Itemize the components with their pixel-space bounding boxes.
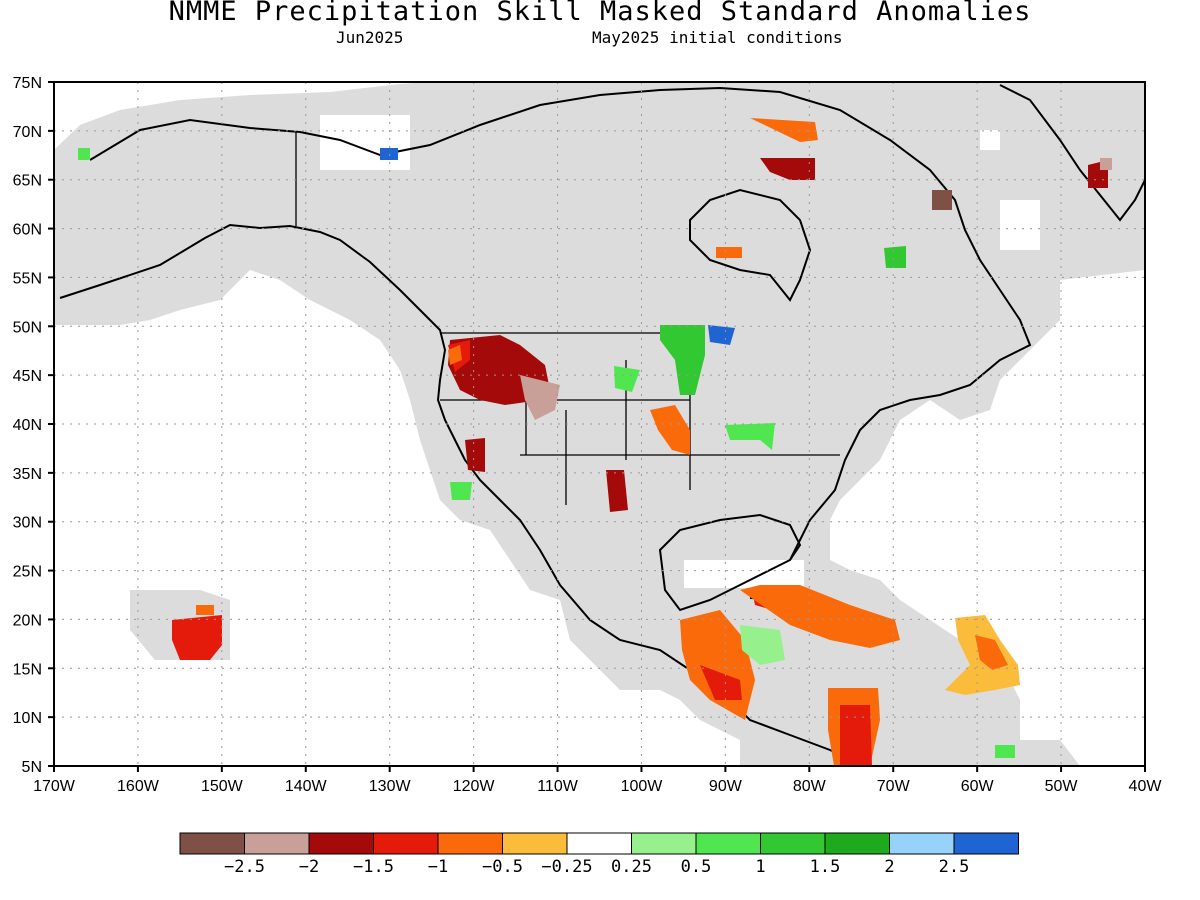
map-area	[53, 81, 1146, 767]
patch-orinoco-green	[995, 745, 1015, 758]
colorbar-swatch	[437, 832, 503, 855]
lon-tick-label: 70W	[877, 778, 911, 795]
coastlines	[59, 84, 1146, 761]
hudson-bay	[689, 188, 812, 302]
colorbar-label: −1	[428, 857, 448, 877]
patch-labrador-brown	[932, 190, 952, 210]
colorbar-swatch	[244, 832, 310, 855]
patch-idaho-brown	[520, 375, 560, 420]
patch-lake-superior-blue	[708, 325, 735, 345]
colorbar-label: 1.5	[810, 857, 841, 877]
colorbar-label: 2.5	[939, 857, 970, 877]
colorbar-swatch	[308, 832, 374, 855]
patch-alaska-green	[78, 148, 90, 160]
patch-dakotas-green	[614, 366, 640, 392]
patch-ohio-valley-green	[725, 423, 775, 450]
colorbar-swatch	[373, 832, 439, 855]
lon-tick-label: 80W	[793, 778, 827, 795]
lat-tick-label: 30N	[13, 515, 42, 532]
patch-baja-green	[450, 482, 472, 500]
greenland-mask	[990, 82, 1145, 230]
colorbar-swatch	[889, 832, 955, 855]
colorbar-label: −0.25	[541, 857, 592, 877]
colorbar-swatch	[760, 832, 826, 855]
initial-conditions: May2025 initial conditions	[592, 28, 843, 47]
unmasked-gaps	[54, 82, 1040, 588]
patch-new-mexico	[606, 470, 628, 512]
colorbar-label: −0.5	[482, 857, 523, 877]
map-title: NMME Precipitation Skill Masked Standard…	[168, 0, 1032, 27]
lat-tick-label: 75N	[13, 75, 42, 92]
lon-tick-label: 110W	[537, 778, 579, 795]
lat-tick-label: 15N	[13, 661, 42, 678]
patch-caribbean-orange	[740, 585, 900, 648]
lon-tick-label: 50W	[1045, 778, 1079, 795]
colorbar-swatch	[953, 832, 1019, 855]
lat-tick-label: 65N	[13, 173, 42, 190]
forecast-month: Jun2025	[336, 28, 404, 47]
colorbar-swatch	[695, 832, 761, 855]
lat-tick-label: 5N	[22, 759, 42, 776]
patch-central-america-red	[700, 665, 742, 700]
colorbar-label: 0.5	[681, 857, 712, 877]
patch-great-plains-orange	[650, 405, 690, 455]
lon-tick-label: 160W	[117, 778, 160, 795]
arctic-coast	[89, 86, 1032, 561]
lat-tick-label: 20N	[13, 612, 42, 629]
longitude-labels: 170W 160W 150W 140W 130W 120W 110W 100W 90W 80W 70…	[33, 766, 1162, 795]
patch-baffin-red	[760, 158, 815, 180]
colorbar-label: 0.25	[611, 857, 652, 877]
patch-minnesota-green	[660, 325, 705, 395]
patch-baffin-orange	[750, 118, 818, 142]
lat-tick-label: 10N	[13, 710, 42, 727]
colorbar-label: 1	[755, 857, 765, 877]
colorbar-label: −2.5	[224, 857, 265, 877]
political-borders	[295, 132, 840, 505]
patch-oregon-orange	[448, 345, 462, 365]
patch-yukon-blue	[380, 148, 398, 160]
colorbar-swatch	[179, 832, 245, 855]
lon-tick-label: 100W	[621, 778, 664, 795]
colorbar-swatch	[502, 832, 568, 855]
colorbar-swatch	[566, 832, 632, 855]
patch-hawaii-orange	[196, 605, 214, 615]
colorbar-label: 2	[884, 857, 894, 877]
colorbar-label: −2	[299, 857, 319, 877]
colorbar-label: −1.5	[353, 857, 394, 877]
patch-quebec-green	[884, 246, 906, 268]
patch-greenland-brown	[1100, 158, 1112, 170]
lon-tick-label: 150W	[201, 778, 244, 795]
colorbar	[179, 832, 1019, 855]
patch-hawaii	[172, 615, 222, 660]
lon-tick-label: 130W	[369, 778, 412, 795]
patch-california	[465, 438, 485, 472]
lat-tick-label: 25N	[13, 564, 42, 581]
lon-tick-label: 90W	[709, 778, 743, 795]
patch-lesser-antilles-orange	[975, 635, 1008, 670]
lat-tick-label: 35N	[13, 466, 42, 483]
colorbar-swatch	[824, 832, 890, 855]
lat-tick-label: 40N	[13, 417, 42, 434]
lon-tick-label: 170W	[33, 778, 76, 795]
colorbar-swatch	[631, 832, 697, 855]
lat-tick-label: 70N	[13, 124, 42, 141]
gulf-of-mexico	[658, 513, 802, 612]
lat-tick-label: 50N	[13, 319, 42, 336]
graticule	[54, 82, 1145, 766]
patch-honduras-green	[740, 625, 785, 665]
lat-tick-label: 55N	[13, 270, 42, 287]
lat-tick-label: 60N	[13, 222, 42, 239]
lon-tick-label: 140W	[285, 778, 328, 795]
anomaly-patches	[78, 118, 1112, 766]
patch-colombia-red	[840, 705, 872, 766]
patch-hudson-orange	[716, 247, 742, 258]
lon-tick-label: 60W	[961, 778, 995, 795]
alaska-coast	[59, 223, 851, 761]
latitude-labels: 75N 70N 65N 60N 55N 50N 45N 40N 35N 30N 25N 20N 15N 1…	[13, 75, 54, 776]
lon-tick-label: 120W	[453, 778, 496, 795]
lon-tick-label: 40W	[1129, 778, 1163, 795]
colorbar-labels: −2.5 −2 −1.5 −1 −0.5 −0.25 0.25 0.5 1 1.5 2 2.5	[224, 857, 969, 877]
lat-tick-label: 45N	[13, 368, 42, 385]
